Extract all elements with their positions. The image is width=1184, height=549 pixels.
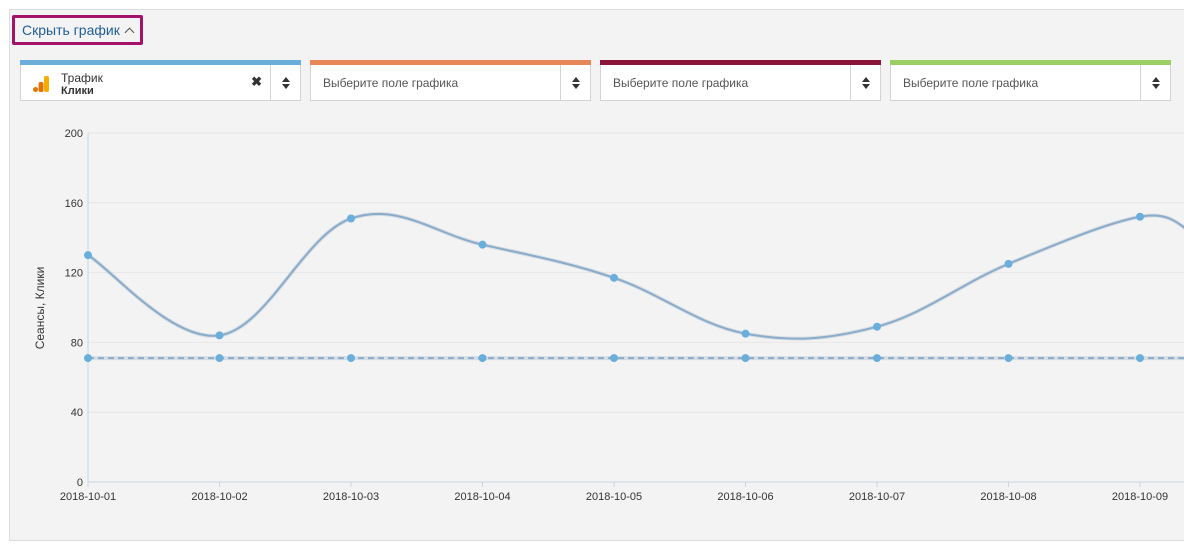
data-point[interactable]: [347, 214, 355, 223]
x-tick-label: 2018-10-07: [849, 491, 905, 503]
data-point[interactable]: [84, 354, 92, 363]
data-point[interactable]: [478, 240, 487, 249]
x-tick-labels: 2018-10-01 2018-10-02 2018-10-03 2018-10-04…: [60, 491, 1168, 503]
y-axis-label: Сеансы, Клики: [33, 267, 47, 350]
data-point[interactable]: [873, 322, 881, 331]
selector-color-bar: [600, 60, 881, 65]
chart-field-selector-4[interactable]: Выберите поле графика: [890, 60, 1171, 101]
data-point[interactable]: [1136, 212, 1144, 221]
hide-chart-button[interactable]: Скрыть график: [12, 15, 143, 45]
selector-placeholder: Выберите поле графика: [613, 76, 749, 90]
data-point[interactable]: [215, 331, 224, 340]
close-icon[interactable]: ✖: [251, 74, 262, 89]
x-tick-label: 2018-10-05: [586, 491, 642, 503]
x-tick-label: 2018-10-08: [980, 491, 1036, 503]
selector-color-bar: [310, 60, 591, 65]
chart-field-selector-3[interactable]: Выберите поле графика: [600, 60, 881, 101]
y-tick-label: 200: [65, 128, 83, 140]
x-tick-label: 2018-10-02: [191, 491, 247, 503]
data-point[interactable]: [873, 354, 881, 363]
sort-updown-icon[interactable]: [1140, 65, 1170, 100]
x-tick-label: 2018-10-09: [1112, 491, 1168, 503]
data-point[interactable]: [1136, 354, 1144, 363]
google-analytics-icon: [33, 76, 49, 92]
chart-field-selector-1[interactable]: Трафик Клики ✖: [20, 60, 301, 101]
data-point[interactable]: [741, 354, 750, 363]
data-point[interactable]: [741, 329, 750, 338]
data-point[interactable]: [1004, 354, 1013, 363]
x-tick-label: 2018-10-06: [717, 491, 773, 503]
chart-grid: [88, 132, 1184, 483]
data-point[interactable]: [610, 354, 618, 363]
hide-chart-label: Скрыть график: [22, 22, 120, 38]
chart-points: [84, 212, 1144, 363]
data-point[interactable]: [215, 354, 224, 363]
data-point[interactable]: [1004, 259, 1013, 268]
selector-field-name: Клики: [61, 85, 94, 97]
data-point[interactable]: [610, 273, 618, 282]
chart-field-selector-2[interactable]: Выберите поле графика: [310, 60, 591, 101]
series-line-shadow: [86, 212, 1184, 341]
y-tick-label: 0: [77, 477, 83, 489]
data-point[interactable]: [84, 251, 92, 260]
selector-color-bar: [20, 60, 301, 65]
y-tick-label: 120: [65, 268, 83, 280]
x-tick-label: 2018-10-04: [454, 491, 510, 503]
data-point[interactable]: [478, 354, 487, 363]
data-point[interactable]: [347, 354, 355, 363]
chart-series: [86, 212, 1184, 361]
sort-updown-icon[interactable]: [270, 65, 300, 100]
x-tick-label: 2018-10-01: [60, 491, 116, 503]
selector-source-title: Трафик: [61, 71, 103, 85]
y-tick-labels: 0 40 80 120 160 200: [65, 128, 83, 489]
selector-placeholder: Выберите поле графика: [903, 76, 1039, 90]
selector-placeholder: Выберите поле графика: [323, 76, 459, 90]
chart-axes: [87, 133, 1184, 487]
sort-updown-icon[interactable]: [560, 65, 590, 100]
series-line: [87, 213, 1184, 340]
y-tick-label: 40: [71, 407, 83, 419]
y-tick-label: 80: [71, 337, 83, 349]
y-tick-label: 160: [65, 198, 83, 210]
sort-updown-icon[interactable]: [850, 65, 880, 100]
x-tick-label: 2018-10-03: [323, 491, 379, 503]
selector-color-bar: [890, 60, 1171, 65]
